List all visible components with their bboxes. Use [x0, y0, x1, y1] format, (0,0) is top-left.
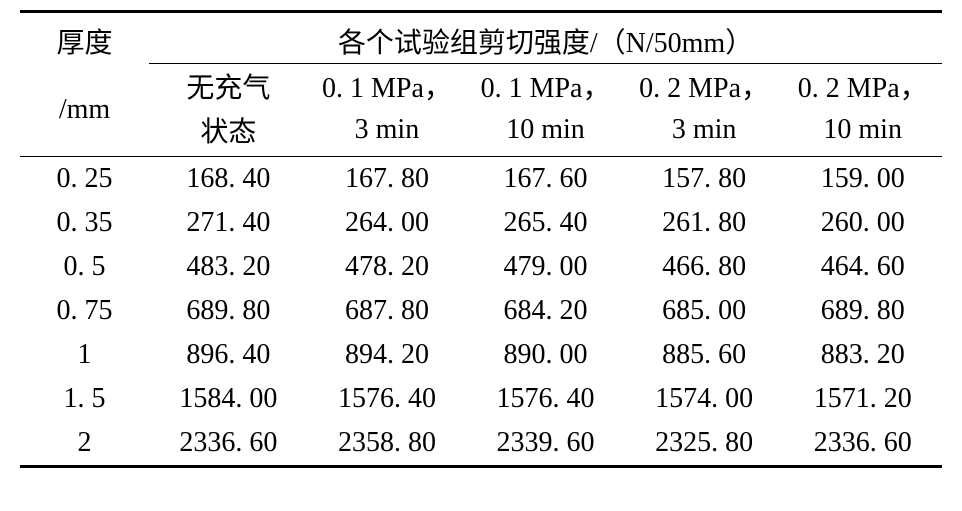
data-cell: 1571. 20	[783, 377, 942, 421]
thickness-cell: 0. 5	[20, 245, 149, 289]
thickness-cell: 0. 75	[20, 289, 149, 333]
data-cell: 1576. 40	[308, 377, 467, 421]
col3-header-line1: 0. 1 MPa，	[466, 64, 625, 109]
col1-header-line2: 状态	[149, 108, 308, 157]
table-row: 1 896. 40 894. 20 890. 00 885. 60 883. 2…	[20, 333, 942, 377]
table-row: 0. 25 168. 40 167. 80 167. 60 157. 80 15…	[20, 157, 942, 202]
data-cell: 894. 20	[308, 333, 467, 377]
data-cell: 689. 80	[783, 289, 942, 333]
thickness-cell: 0. 25	[20, 157, 149, 202]
data-cell: 684. 20	[466, 289, 625, 333]
data-cell: 261. 80	[625, 201, 784, 245]
shear-strength-table: 厚度 各个试验组剪切强度/（N/50mm） /mm 无充气 0. 1 MPa， …	[20, 10, 942, 468]
thickness-header-line2: /mm	[20, 64, 149, 157]
data-cell: 271. 40	[149, 201, 308, 245]
data-cell: 2336. 60	[149, 421, 308, 467]
table-row: 1. 5 1584. 00 1576. 40 1576. 40 1574. 00…	[20, 377, 942, 421]
col5-header-line1: 0. 2 MPa，	[783, 64, 942, 109]
table-row: 0. 5 483. 20 478. 20 479. 00 466. 80 464…	[20, 245, 942, 289]
data-cell: 168. 40	[149, 157, 308, 202]
col4-header-line2: 3 min	[625, 108, 784, 157]
data-cell: 896. 40	[149, 333, 308, 377]
col1-header-line1: 无充气	[149, 64, 308, 109]
group-header: 各个试验组剪切强度/（N/50mm）	[149, 12, 942, 64]
data-cell: 167. 60	[466, 157, 625, 202]
data-cell: 689. 80	[149, 289, 308, 333]
data-cell: 260. 00	[783, 201, 942, 245]
col2-header-line1: 0. 1 MPa，	[308, 64, 467, 109]
data-cell: 478. 20	[308, 245, 467, 289]
data-cell: 483. 20	[149, 245, 308, 289]
data-cell: 479. 00	[466, 245, 625, 289]
data-cell: 157. 80	[625, 157, 784, 202]
thickness-header-line1: 厚度	[20, 12, 149, 64]
table-row: 2 2336. 60 2358. 80 2339. 60 2325. 80 23…	[20, 421, 942, 467]
table-body: 0. 25 168. 40 167. 80 167. 60 157. 80 15…	[20, 157, 942, 467]
table-header: 厚度 各个试验组剪切强度/（N/50mm） /mm 无充气 0. 1 MPa， …	[20, 12, 942, 157]
data-cell: 2336. 60	[783, 421, 942, 467]
table-row: 0. 35 271. 40 264. 00 265. 40 261. 80 26…	[20, 201, 942, 245]
data-cell: 265. 40	[466, 201, 625, 245]
data-cell: 687. 80	[308, 289, 467, 333]
data-cell: 159. 00	[783, 157, 942, 202]
data-cell: 1584. 00	[149, 377, 308, 421]
header-row-2: /mm 无充气 0. 1 MPa， 0. 1 MPa， 0. 2 MPa， 0.…	[20, 64, 942, 109]
thickness-cell: 0. 35	[20, 201, 149, 245]
data-cell: 466. 80	[625, 245, 784, 289]
col3-header-line2: 10 min	[466, 108, 625, 157]
thickness-cell: 2	[20, 421, 149, 467]
data-cell: 2358. 80	[308, 421, 467, 467]
data-cell: 2325. 80	[625, 421, 784, 467]
thickness-cell: 1. 5	[20, 377, 149, 421]
data-cell: 685. 00	[625, 289, 784, 333]
col5-header-line2: 10 min	[783, 108, 942, 157]
data-cell: 2339. 60	[466, 421, 625, 467]
data-cell: 464. 60	[783, 245, 942, 289]
data-cell: 167. 80	[308, 157, 467, 202]
thickness-cell: 1	[20, 333, 149, 377]
data-cell: 264. 00	[308, 201, 467, 245]
header-row-3: 状态 3 min 10 min 3 min 10 min	[20, 108, 942, 157]
col2-header-line2: 3 min	[308, 108, 467, 157]
data-cell: 1574. 00	[625, 377, 784, 421]
col4-header-line1: 0. 2 MPa，	[625, 64, 784, 109]
data-cell: 1576. 40	[466, 377, 625, 421]
data-cell: 890. 00	[466, 333, 625, 377]
data-cell: 883. 20	[783, 333, 942, 377]
data-cell: 885. 60	[625, 333, 784, 377]
header-row-1: 厚度 各个试验组剪切强度/（N/50mm）	[20, 12, 942, 64]
table-row: 0. 75 689. 80 687. 80 684. 20 685. 00 68…	[20, 289, 942, 333]
